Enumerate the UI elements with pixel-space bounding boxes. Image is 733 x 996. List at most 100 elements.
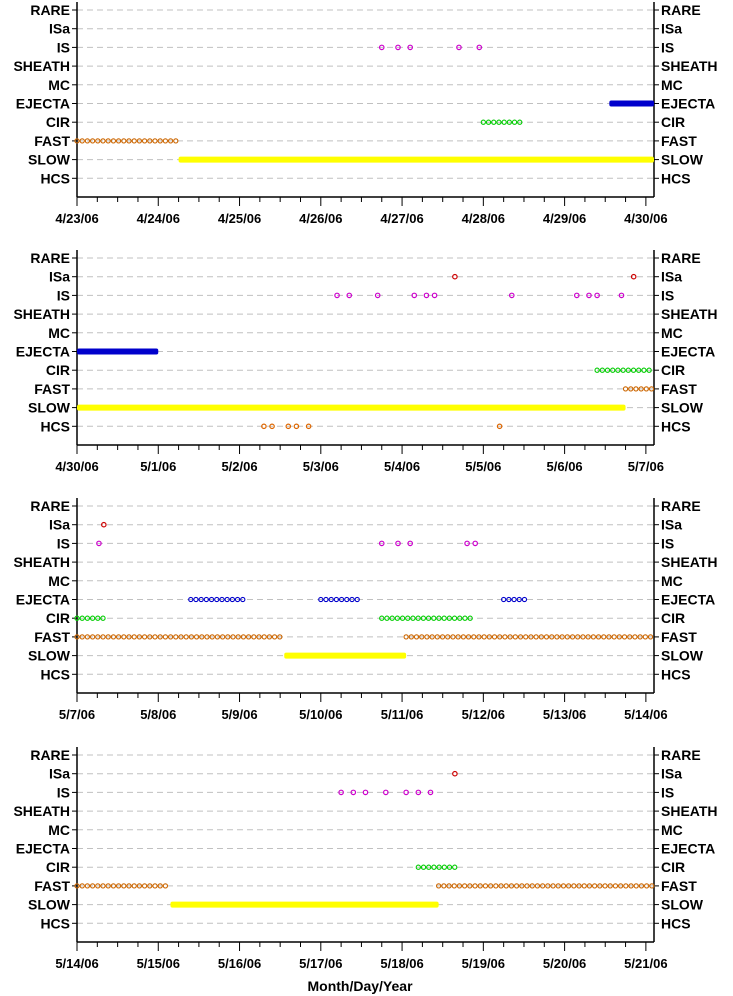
x-tick-label: 5/14/06	[624, 707, 667, 722]
series-fast-point	[266, 634, 273, 640]
series-cir-point	[441, 864, 447, 870]
series-fast-point	[493, 883, 499, 889]
series-is-point	[472, 540, 479, 547]
series-fast-point	[434, 634, 440, 640]
series-ejecta-band	[609, 100, 654, 107]
series-cir-point	[384, 615, 390, 621]
series-ejecta-point	[214, 596, 220, 603]
series-fast-point	[230, 634, 236, 640]
series-hcs-point	[285, 423, 292, 430]
series-fast-point	[595, 634, 602, 640]
series-fast-point	[126, 883, 132, 889]
series-isa-point	[452, 770, 458, 777]
x-tick-label: 4/23/06	[55, 211, 98, 226]
series-fast-point	[152, 883, 158, 889]
category-label-left: CIR	[46, 610, 70, 626]
series-is-point	[383, 789, 389, 796]
category-label-right: HCS	[661, 170, 691, 186]
series-fast-point	[628, 386, 634, 392]
series-fast-point	[413, 634, 420, 640]
series-fast-point	[84, 883, 91, 889]
series-fast-point	[100, 634, 106, 640]
series-fast-point	[235, 634, 241, 640]
series-ejecta-point	[234, 596, 241, 603]
x-tick-label: 5/7/06	[59, 707, 95, 722]
series-ejecta-point	[354, 596, 360, 603]
series-fast-point	[616, 634, 622, 640]
category-label-right: FAST	[661, 878, 697, 894]
series-fast-point	[465, 634, 472, 640]
x-tick-label: 5/1/06	[140, 459, 176, 474]
series-fast-point	[503, 883, 509, 889]
category-label-right: FAST	[661, 381, 697, 397]
x-tick-label: 5/13/06	[543, 707, 586, 722]
series-is-point	[407, 540, 413, 547]
x-tick-label: 5/19/06	[462, 956, 505, 971]
category-label-left: SLOW	[28, 648, 71, 664]
series-fast-point	[523, 634, 529, 640]
series-is-point	[476, 44, 483, 51]
series-fast-point	[136, 883, 143, 889]
category-label-right: MC	[661, 77, 683, 93]
category-label-right: SHEATH	[661, 306, 718, 322]
series-fast-point	[528, 634, 534, 640]
series-slow-band	[170, 901, 439, 908]
series-ejecta-point	[349, 596, 355, 603]
series-fast-point	[550, 883, 556, 889]
series-fast-point	[554, 634, 560, 640]
category-label-left: EJECTA	[16, 592, 70, 608]
series-fast-point	[606, 634, 612, 640]
category-label-right: RARE	[661, 2, 701, 18]
category-label-left: FAST	[34, 381, 70, 397]
series-cir-point	[636, 367, 642, 373]
category-label-left: IS	[57, 535, 70, 551]
series-cir-point	[511, 119, 518, 125]
series-fast-point	[225, 634, 231, 640]
category-label-left: ISa	[49, 517, 70, 533]
category-label-left: RARE	[30, 2, 70, 18]
series-fast-point	[545, 883, 551, 889]
series-cir-point	[74, 615, 80, 621]
series-fast-point	[512, 634, 518, 640]
series-fast-point	[74, 634, 80, 640]
category-label-left: FAST	[34, 133, 70, 149]
series-fast-point	[162, 634, 169, 640]
category-label-left: CIR	[46, 114, 70, 130]
series-fast-point	[152, 138, 158, 144]
x-tick-label: 5/14/06	[55, 956, 98, 971]
x-tick-label: 4/27/06	[380, 211, 423, 226]
series-hcs-point	[305, 423, 312, 430]
series-is-point	[374, 292, 381, 299]
series-fast-point	[424, 634, 430, 640]
series-fast-point	[569, 634, 576, 640]
series-fast-point	[564, 634, 570, 640]
series-fast-point	[403, 634, 409, 640]
series-cir-point	[441, 615, 447, 621]
series-fast-point	[115, 634, 122, 640]
series-fast-point	[162, 883, 169, 889]
series-ejecta-point	[328, 596, 334, 603]
series-fast-point	[559, 634, 565, 640]
series-cir-point	[431, 864, 437, 870]
category-label-right: FAST	[661, 133, 697, 149]
x-tick-label: 4/24/06	[137, 211, 180, 226]
series-fast-point	[643, 386, 650, 392]
x-tick-label: 5/4/06	[384, 459, 420, 474]
series-cir-point	[480, 119, 486, 125]
series-hcs-point	[293, 423, 300, 430]
series-fast-point	[648, 386, 655, 392]
series-cir-point	[467, 615, 473, 621]
x-tick-label: 5/7/06	[628, 459, 664, 474]
series-fast-point	[209, 634, 215, 640]
series-cir-point	[485, 119, 492, 125]
series-fast-point	[167, 634, 174, 640]
series-fast-point	[199, 634, 205, 640]
series-cir-point	[84, 615, 91, 621]
panel-1: RARE RARE ISa ISa IS IS SHEATH SHEATH MC MC EJECTA…	[13, 2, 718, 226]
series-fast-point	[178, 634, 184, 640]
series-cir-point	[604, 367, 611, 373]
series-ejecta-point	[188, 596, 194, 603]
series-fast-point	[126, 138, 132, 144]
panel-2: RARE RARE ISa ISa IS IS SHEATH SHEATH MC MC EJECTA…	[13, 250, 718, 474]
